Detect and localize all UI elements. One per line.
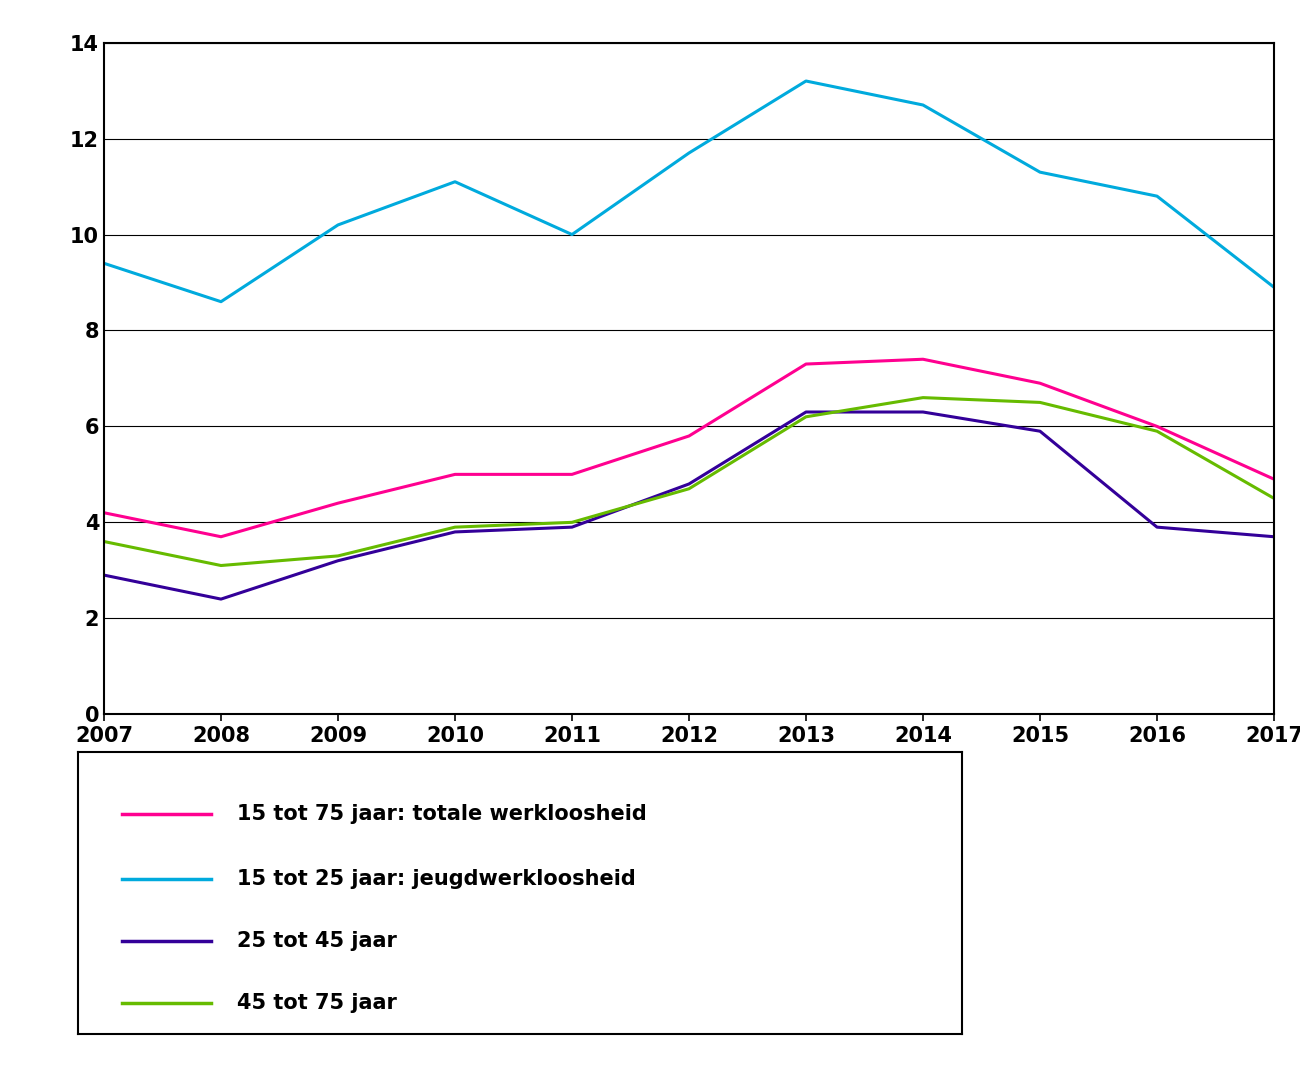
45 tot 75 jaar — [915, 391, 931, 404]
15 tot 25 jaar: jeugdwerkloosheid: (2.01e+03, 10): jeugdwerkloosheid: (2.01e+03, 10) — [564, 228, 580, 241]
45 tot 75 jaar — [1032, 395, 1048, 408]
45 tot 75 jaar — [681, 482, 697, 495]
25 tot 45 jaar — [564, 520, 580, 533]
Text: 15 tot 75 jaar: totale werkloosheid: 15 tot 75 jaar: totale werkloosheid — [237, 804, 647, 824]
15 tot 25 jaar: jeugdwerkloosheid: (2.01e+03, 11.1): jeugdwerkloosheid: (2.01e+03, 11.1) — [447, 176, 463, 189]
15 tot 75 jaar: totale werkloosheid: (2.01e+03, 5): totale werkloosheid: (2.01e+03, 5) — [447, 468, 463, 481]
15 tot 25 jaar: jeugdwerkloosheid: (2.01e+03, 13.2): jeugdwerkloosheid: (2.01e+03, 13.2) — [798, 75, 814, 87]
15 tot 75 jaar: totale werkloosheid: (2.02e+03, 6): totale werkloosheid: (2.02e+03, 6) — [1149, 420, 1165, 433]
25 tot 45 jaar — [1266, 531, 1282, 544]
45 tot 75 jaar — [1266, 492, 1282, 505]
15 tot 25 jaar: jeugdwerkloosheid: (2.01e+03, 12.7): jeugdwerkloosheid: (2.01e+03, 12.7) — [915, 99, 931, 112]
15 tot 75 jaar: totale werkloosheid: (2.01e+03, 5.8): totale werkloosheid: (2.01e+03, 5.8) — [681, 430, 697, 442]
15 tot 25 jaar: jeugdwerkloosheid: (2.01e+03, 9.4): jeugdwerkloosheid: (2.01e+03, 9.4) — [96, 257, 112, 270]
45 tot 75 jaar — [213, 559, 229, 571]
25 tot 45 jaar — [798, 406, 814, 419]
25 tot 45 jaar — [915, 406, 931, 419]
45 tot 75 jaar — [330, 550, 346, 563]
Text: 15 tot 25 jaar: jeugdwerkloosheid: 15 tot 25 jaar: jeugdwerkloosheid — [237, 869, 636, 889]
45 tot 75 jaar — [96, 535, 112, 548]
25 tot 45 jaar — [330, 554, 346, 567]
15 tot 75 jaar: totale werkloosheid: (2.01e+03, 5): totale werkloosheid: (2.01e+03, 5) — [564, 468, 580, 481]
45 tot 75 jaar — [447, 520, 463, 533]
45 tot 75 jaar — [798, 410, 814, 423]
15 tot 25 jaar: jeugdwerkloosheid: (2.01e+03, 11.7): jeugdwerkloosheid: (2.01e+03, 11.7) — [681, 146, 697, 159]
25 tot 45 jaar — [96, 569, 112, 582]
15 tot 75 jaar: totale werkloosheid: (2.01e+03, 3.7): totale werkloosheid: (2.01e+03, 3.7) — [213, 531, 229, 544]
25 tot 45 jaar — [213, 593, 229, 605]
Line: 45 tot 75 jaar: 45 tot 75 jaar — [104, 398, 1274, 565]
Text: 25 tot 45 jaar: 25 tot 45 jaar — [237, 931, 396, 951]
Line: 15 tot 25 jaar: jeugdwerkloosheid: 15 tot 25 jaar: jeugdwerkloosheid — [104, 81, 1274, 302]
15 tot 75 jaar: totale werkloosheid: (2.01e+03, 7.3): totale werkloosheid: (2.01e+03, 7.3) — [798, 358, 814, 371]
15 tot 75 jaar: totale werkloosheid: (2.01e+03, 4.4): totale werkloosheid: (2.01e+03, 4.4) — [330, 497, 346, 510]
25 tot 45 jaar — [1032, 424, 1048, 437]
Text: 45 tot 75 jaar: 45 tot 75 jaar — [237, 992, 396, 1013]
15 tot 25 jaar: jeugdwerkloosheid: (2.01e+03, 8.6): jeugdwerkloosheid: (2.01e+03, 8.6) — [213, 295, 229, 308]
15 tot 75 jaar: totale werkloosheid: (2.02e+03, 4.9): totale werkloosheid: (2.02e+03, 4.9) — [1266, 473, 1282, 486]
15 tot 75 jaar: totale werkloosheid: (2.02e+03, 6.9): totale werkloosheid: (2.02e+03, 6.9) — [1032, 377, 1048, 390]
45 tot 75 jaar — [1149, 424, 1165, 437]
15 tot 25 jaar: jeugdwerkloosheid: (2.02e+03, 10.8): jeugdwerkloosheid: (2.02e+03, 10.8) — [1149, 190, 1165, 203]
15 tot 75 jaar: totale werkloosheid: (2.01e+03, 7.4): totale werkloosheid: (2.01e+03, 7.4) — [915, 353, 931, 366]
15 tot 25 jaar: jeugdwerkloosheid: (2.02e+03, 11.3): jeugdwerkloosheid: (2.02e+03, 11.3) — [1032, 166, 1048, 179]
15 tot 25 jaar: jeugdwerkloosheid: (2.02e+03, 8.9): jeugdwerkloosheid: (2.02e+03, 8.9) — [1266, 281, 1282, 294]
25 tot 45 jaar — [1149, 520, 1165, 533]
25 tot 45 jaar — [681, 478, 697, 490]
Line: 25 tot 45 jaar: 25 tot 45 jaar — [104, 413, 1274, 599]
Line: 15 tot 75 jaar: totale werkloosheid: 15 tot 75 jaar: totale werkloosheid — [104, 359, 1274, 537]
45 tot 75 jaar — [564, 516, 580, 529]
15 tot 75 jaar: totale werkloosheid: (2.01e+03, 4.2): totale werkloosheid: (2.01e+03, 4.2) — [96, 506, 112, 519]
15 tot 25 jaar: jeugdwerkloosheid: (2.01e+03, 10.2): jeugdwerkloosheid: (2.01e+03, 10.2) — [330, 219, 346, 231]
25 tot 45 jaar — [447, 526, 463, 538]
